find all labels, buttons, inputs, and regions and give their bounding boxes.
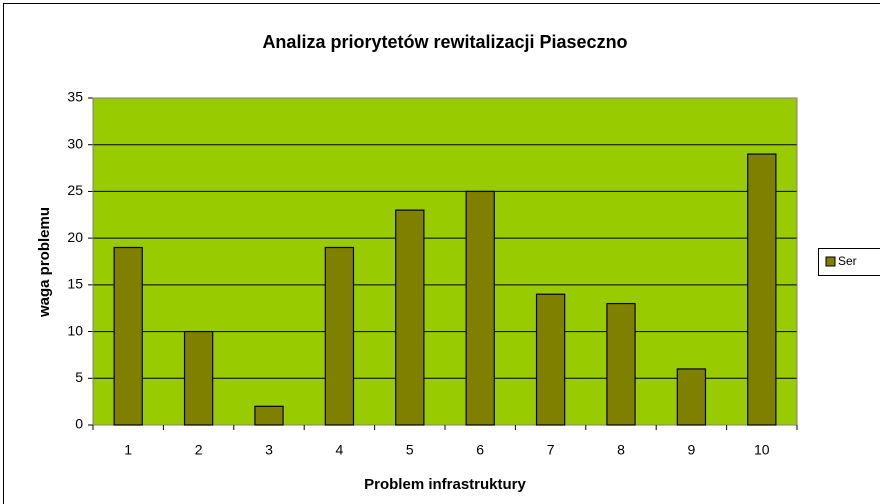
y-tick-label: 15 — [67, 276, 83, 292]
x-tick-label: 1 — [124, 442, 132, 458]
legend-swatch — [825, 256, 836, 267]
x-tick-label: 10 — [754, 442, 770, 458]
chart-title: Analiza priorytetów rewitalizacji Piasec… — [262, 32, 627, 52]
legend-label: Ser — [838, 254, 857, 268]
x-tick-label: 9 — [688, 442, 696, 458]
x-tick-label: 4 — [336, 442, 344, 458]
bar — [324, 246, 355, 426]
x-tick-label: 3 — [265, 442, 273, 458]
y-tick-label: 30 — [67, 135, 83, 151]
bar — [113, 246, 143, 426]
bar — [606, 302, 636, 426]
x-axis-label: Problem infrastruktury — [364, 476, 526, 493]
y-axis-label: waga problemu — [36, 207, 53, 318]
bar — [254, 405, 284, 426]
bar — [676, 368, 707, 426]
x-tick-label: 5 — [406, 442, 414, 458]
y-tick-label: 5 — [75, 369, 83, 385]
x-tick-label: 8 — [617, 442, 625, 458]
bar — [395, 209, 425, 426]
y-tick-label: 20 — [67, 229, 83, 245]
bar — [535, 293, 566, 426]
bar — [747, 153, 777, 426]
y-tick-label: 35 — [67, 89, 83, 105]
x-tick-label: 2 — [195, 442, 203, 458]
y-tick-label: 10 — [67, 322, 83, 338]
x-tick-label: 7 — [547, 442, 555, 458]
bar — [183, 330, 214, 426]
bar — [465, 190, 495, 426]
x-tick-label: 6 — [476, 442, 484, 458]
y-tick-label: 25 — [67, 182, 83, 198]
y-tick-label: 0 — [75, 416, 83, 432]
